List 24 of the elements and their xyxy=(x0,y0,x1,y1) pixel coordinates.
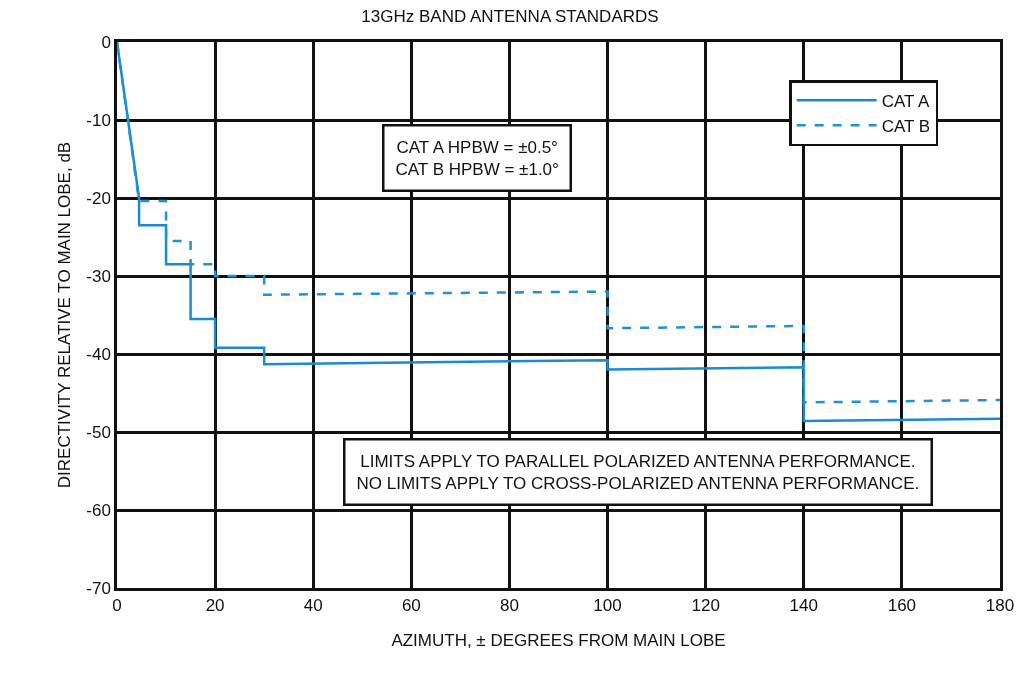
annotation: LIMITS APPLY TO PARALLEL POLARIZED ANTENNA PERFORMANCE. NO LIMITS APPLY TO CROSS-POLARIZED ANTENNA PERFORMANCE. xyxy=(356,451,920,493)
annotation: CAT A HPBW = ±0.5° CAT B HPBW = ±1.0° xyxy=(395,137,559,179)
y-tick-label: -70 xyxy=(86,578,111,598)
x-tick-label: 160 xyxy=(887,596,917,616)
x-tick-label: 140 xyxy=(789,596,818,616)
y-tick-label: -30 xyxy=(86,266,111,286)
y-tick-label: -60 xyxy=(86,500,111,520)
x-tick-label: 60 xyxy=(401,596,421,616)
x-tick-label: 100 xyxy=(593,596,622,616)
x-tick-label: 180 xyxy=(985,596,1015,616)
x-tick-label: 40 xyxy=(303,596,323,616)
y-axis-title: DIRECTIVITY RELATIVE TO MAIN LOBE, dB xyxy=(54,141,74,489)
legend-label: CAT B xyxy=(881,117,931,136)
chart-title: 13GHz BAND ANTENNA STANDARDS xyxy=(361,7,659,27)
y-tick-label: -10 xyxy=(86,110,111,130)
legend-label: CAT A xyxy=(881,91,930,111)
y-tick-label: -50 xyxy=(86,422,111,442)
x-tick-label: 80 xyxy=(499,596,519,616)
y-tick-label: -40 xyxy=(86,344,111,364)
x-axis-title: AZIMUTH, ± DEGREES FROM MAIN LOBE xyxy=(391,630,726,650)
x-tick-label: 120 xyxy=(691,596,720,616)
y-tick-label: -20 xyxy=(86,188,111,208)
x-tick-label: 20 xyxy=(205,596,225,616)
y-tick-label: 0 xyxy=(101,32,111,52)
